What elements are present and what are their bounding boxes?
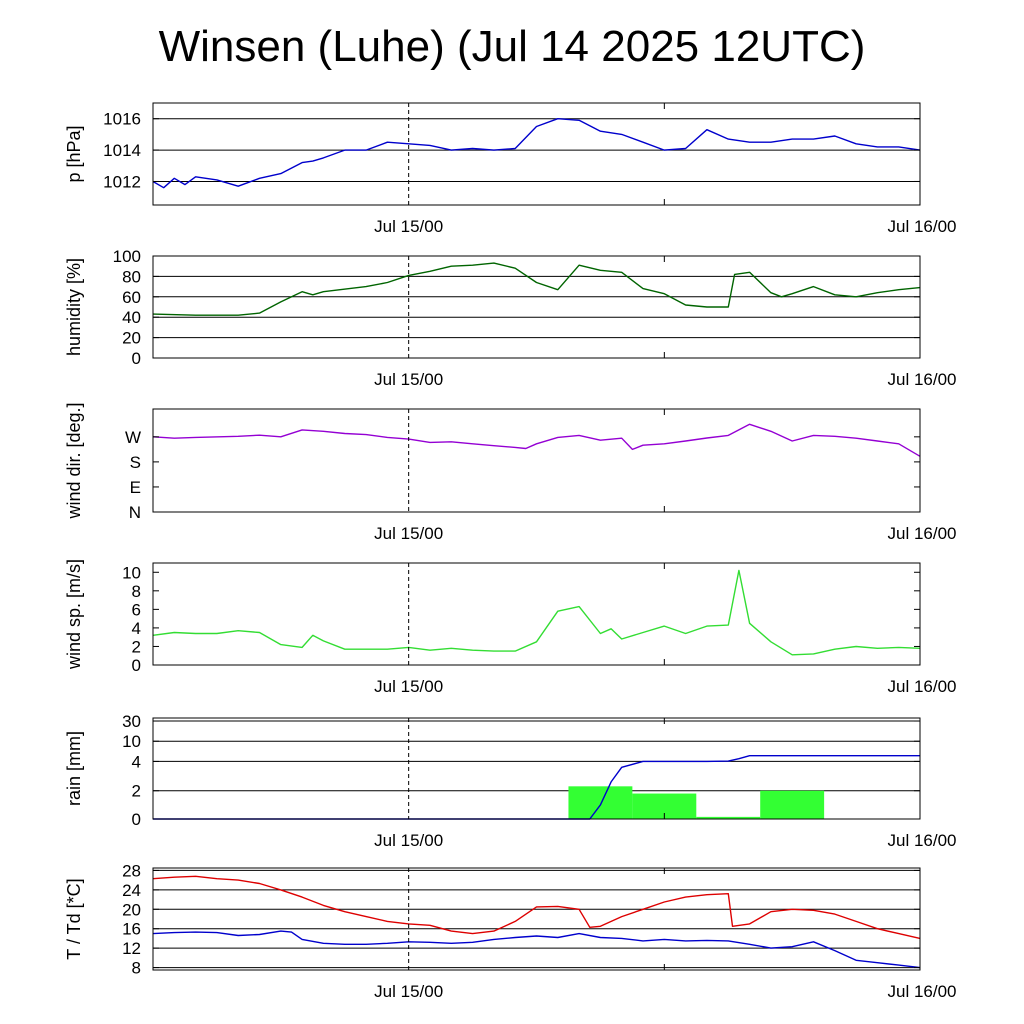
page-title: Winsen (Luhe) (Jul 14 2025 12UTC) xyxy=(158,22,866,71)
y-tick-label: 0 xyxy=(132,656,141,675)
panel-frame xyxy=(152,867,921,971)
series-line-pressure xyxy=(152,117,921,189)
y-tick-label: 20 xyxy=(122,329,141,348)
y-tick-label: 0 xyxy=(132,810,141,829)
y-tick-label: 2 xyxy=(132,782,141,801)
y-tick-label: 60 xyxy=(122,288,141,307)
y-tick-label: 10 xyxy=(122,563,141,582)
x-tick-label: Jul 15/00 xyxy=(374,370,443,389)
y-tick-label: 100 xyxy=(113,247,141,266)
x-tick-label: Jul 16/00 xyxy=(888,370,957,389)
y-tick-label: 20 xyxy=(122,900,141,919)
y-axis-label: humidity [%] xyxy=(64,258,84,356)
x-tick-label: Jul 16/00 xyxy=(888,217,957,236)
x-tick-label: Jul 16/00 xyxy=(888,831,957,850)
y-tick-label: 28 xyxy=(122,861,141,880)
y-tick-label: 10 xyxy=(122,732,141,751)
series-line-temperature xyxy=(152,875,921,940)
x-tick-label: Jul 16/00 xyxy=(888,677,957,696)
y-axis-label: wind dir. [deg.] xyxy=(64,402,84,519)
x-tick-label: Jul 15/00 xyxy=(374,524,443,543)
x-tick-label: Jul 16/00 xyxy=(888,524,957,543)
y-tick-label: N xyxy=(129,503,141,522)
y-tick-label: 0 xyxy=(132,349,141,368)
rain-bar xyxy=(568,786,633,819)
y-tick-label: 1016 xyxy=(103,110,141,129)
y-tick-label: 12 xyxy=(122,939,141,958)
y-axis-label: p [hPa] xyxy=(64,125,84,182)
y-tick-label: 8 xyxy=(132,582,141,601)
y-tick-label: 30 xyxy=(122,712,141,731)
rain-bar xyxy=(696,816,761,819)
series-line-dewpoint xyxy=(152,930,921,969)
y-tick-label: W xyxy=(125,428,141,447)
x-tick-label: Jul 15/00 xyxy=(374,982,443,1001)
x-tick-label: Jul 15/00 xyxy=(374,217,443,236)
y-tick-label: 80 xyxy=(122,267,141,286)
y-tick-label: 4 xyxy=(132,752,141,771)
rain-bar xyxy=(760,790,825,819)
y-axis-label: T / Td [*C] xyxy=(64,878,84,959)
y-tick-label: 24 xyxy=(122,881,141,900)
panel-frame xyxy=(152,102,921,206)
y-tick-label: S xyxy=(130,453,141,472)
panel-frame xyxy=(152,255,921,359)
y-tick-label: 40 xyxy=(122,308,141,327)
y-tick-label: 1014 xyxy=(103,141,141,160)
x-tick-label: Jul 15/00 xyxy=(374,677,443,696)
series-line-wind_dir xyxy=(152,423,921,457)
y-tick-label: E xyxy=(130,478,141,497)
series-line-humidity xyxy=(152,262,921,316)
panel-frame xyxy=(152,717,921,820)
y-axis-label: rain [mm] xyxy=(64,731,84,806)
y-tick-label: 16 xyxy=(122,920,141,939)
x-tick-label: Jul 16/00 xyxy=(888,982,957,1001)
series-line-wind_speed xyxy=(152,569,921,656)
y-tick-label: 1012 xyxy=(103,172,141,191)
y-tick-label: 4 xyxy=(132,619,141,638)
panel-frame xyxy=(152,408,921,513)
panel-frame xyxy=(152,562,921,666)
y-axis-label: wind sp. [m/s] xyxy=(64,559,84,670)
x-tick-label: Jul 15/00 xyxy=(374,831,443,850)
y-tick-label: 8 xyxy=(132,959,141,978)
y-tick-label: 6 xyxy=(132,600,141,619)
series-line-rain_line xyxy=(153,755,920,820)
y-tick-label: 2 xyxy=(132,637,141,656)
